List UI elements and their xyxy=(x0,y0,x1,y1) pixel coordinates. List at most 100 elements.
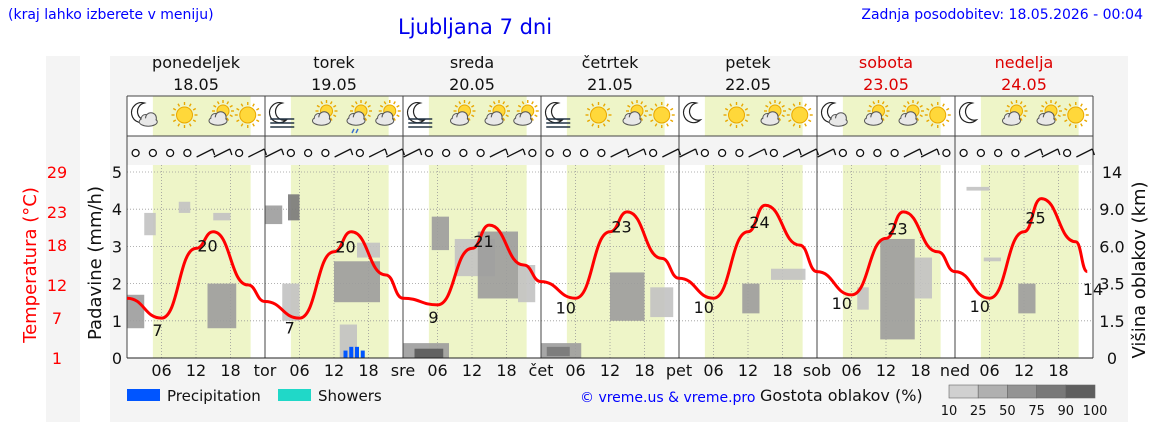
wind-barb xyxy=(401,148,405,156)
wind-calm xyxy=(1062,148,1072,158)
sun-icon xyxy=(234,102,261,128)
sun-ray xyxy=(606,107,611,111)
drizzle-drop xyxy=(351,128,355,134)
cloud-shape xyxy=(376,117,393,125)
sun-ray xyxy=(256,107,260,111)
cloud-shape xyxy=(313,117,330,125)
wind-barb xyxy=(384,148,388,156)
sun-ray xyxy=(333,114,337,118)
sun-ray xyxy=(216,101,220,105)
region-menu-hint[interactable]: (kraj lahko izberete v meniju) xyxy=(8,7,214,23)
sun-ray xyxy=(240,103,244,107)
sun-ray xyxy=(333,104,337,108)
sun-ray xyxy=(1064,119,1068,123)
sun-icon xyxy=(924,102,951,128)
wind-barb xyxy=(695,148,699,156)
sun-ray xyxy=(916,117,920,121)
day-date: 20.05 xyxy=(449,75,495,94)
sun-ray xyxy=(804,123,807,127)
wind-calm xyxy=(769,148,779,158)
cloud-block xyxy=(477,231,518,299)
precipitation-swatch xyxy=(127,389,160,401)
day-name: sreda xyxy=(450,53,494,72)
cloud-block xyxy=(966,186,990,191)
wind-barb xyxy=(920,148,938,158)
sun-ray xyxy=(1080,103,1083,107)
sun-ray xyxy=(1006,104,1010,108)
sun-ray xyxy=(1057,114,1061,118)
cloud-block xyxy=(414,348,444,358)
sun-ray xyxy=(172,119,177,123)
cloud-block xyxy=(265,205,283,225)
day-name: torek xyxy=(313,53,355,72)
moon-shape xyxy=(544,102,565,124)
sun-ray xyxy=(256,119,260,123)
precip-tick-label: 2 xyxy=(112,275,122,294)
cloud-block xyxy=(288,194,300,221)
sun-ray xyxy=(729,123,733,127)
sun-ray xyxy=(354,101,358,105)
cloud-shape xyxy=(514,117,531,125)
temperature-data-label: 21 xyxy=(473,232,493,251)
wind-calm xyxy=(303,148,313,158)
sun-ray xyxy=(471,114,475,118)
hour-tick-label: 06 xyxy=(427,361,447,380)
sun-ray xyxy=(1041,104,1045,108)
temperature-data-label: 23 xyxy=(887,220,907,239)
cloud-block xyxy=(546,346,570,357)
daytime-band xyxy=(152,165,251,358)
cloud-shape xyxy=(899,117,917,125)
wind-calm xyxy=(165,148,175,158)
sun-cloud-icon xyxy=(312,100,338,126)
cloud-density-level: 90 xyxy=(1058,404,1075,419)
wind-barb xyxy=(815,148,819,156)
moon-shape xyxy=(958,102,979,124)
sun-ray xyxy=(627,104,631,108)
cloud-block xyxy=(207,283,237,329)
cloud-block xyxy=(334,261,380,303)
sun-cloud-icon xyxy=(513,100,539,126)
wind-barb xyxy=(334,148,351,158)
sun-ray xyxy=(1010,101,1014,105)
cloud-block xyxy=(742,283,760,314)
hour-tick-label: 06 xyxy=(289,361,309,380)
sun-ray xyxy=(740,123,744,127)
cloud-density-swatch xyxy=(1036,384,1067,399)
wind-calm xyxy=(528,148,537,158)
sun-ray xyxy=(602,103,606,107)
sun-ray xyxy=(467,117,471,121)
sun-ray xyxy=(1064,107,1068,111)
wind-calm xyxy=(148,148,158,158)
wind-barb xyxy=(1024,148,1041,158)
day-name: četrtek xyxy=(582,53,640,72)
sun-ray xyxy=(531,101,534,105)
sun-ray xyxy=(744,119,749,123)
sun-cloud-icon xyxy=(760,100,786,126)
sun-ray xyxy=(744,107,749,111)
temperature-data-label: 24 xyxy=(749,213,769,232)
day-abbr-tick: sre xyxy=(391,361,415,380)
sun-ray xyxy=(586,119,591,123)
precip-tick-label: 0 xyxy=(112,349,122,368)
temperature-tick-label: 29 xyxy=(47,163,67,182)
sun-ray xyxy=(606,119,611,123)
wind-barb xyxy=(350,148,354,156)
sun-ray xyxy=(919,104,923,108)
cloud-density-swatch xyxy=(1065,384,1096,399)
sun-icon xyxy=(1062,102,1089,128)
wind-barb xyxy=(677,148,681,156)
sun-ray xyxy=(919,114,923,118)
sun-ray xyxy=(316,104,320,108)
temperature-tick-label: 23 xyxy=(47,203,67,222)
hour-tick-label: 18 xyxy=(634,361,654,380)
temperature-data-label: 20 xyxy=(197,236,217,255)
sun-ray xyxy=(591,103,595,107)
sun-ray xyxy=(654,103,658,107)
sun-cloud-icon xyxy=(375,100,401,126)
temperature-data-label: 10 xyxy=(556,298,576,317)
wind-calm xyxy=(838,148,848,158)
sun-ray xyxy=(1084,119,1088,123)
moon-icon xyxy=(682,102,703,124)
sun-disc xyxy=(239,106,257,124)
sun-ray xyxy=(471,104,475,108)
